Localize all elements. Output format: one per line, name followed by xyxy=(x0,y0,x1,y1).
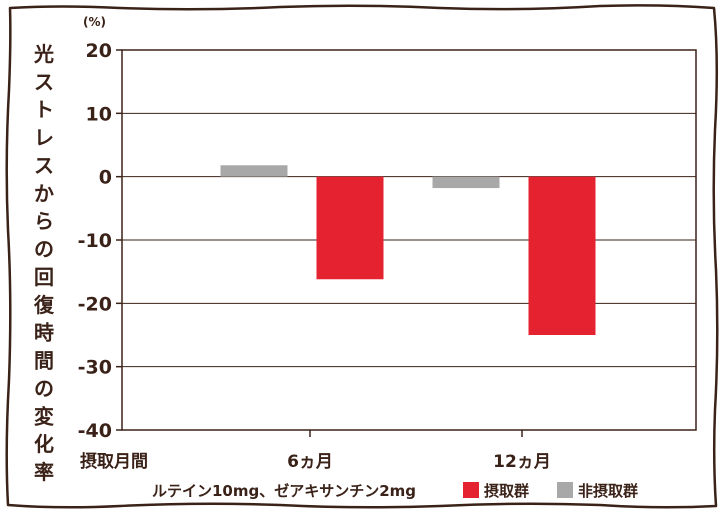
y-axis-label-char: 率 xyxy=(34,460,54,484)
y-axis-label-char: 復 xyxy=(33,293,55,317)
y-tick-label: 0 xyxy=(99,167,112,189)
legend-swatch xyxy=(463,482,479,498)
bar xyxy=(220,165,288,177)
y-axis-label-char: 変 xyxy=(34,404,54,428)
y-tick-label: -40 xyxy=(78,420,112,442)
y-tick-label: 10 xyxy=(86,103,112,125)
y-axis-label-char: 間 xyxy=(34,349,54,373)
y-tick-label: -20 xyxy=(78,293,112,315)
y-tick-label: -10 xyxy=(78,230,112,252)
y-tick-label: 20 xyxy=(86,40,112,62)
y-axis-label-char: 光 xyxy=(33,42,54,66)
y-axis-label-char: ら xyxy=(34,209,54,233)
y-axis-label-char: 化 xyxy=(34,432,54,456)
y-axis-label-char: ト xyxy=(34,98,54,122)
x-category-labels: 摂取月間 6ヵ月 12ヵ月 xyxy=(80,451,551,472)
bar xyxy=(528,176,596,335)
y-axis-label-char: ス xyxy=(34,153,54,177)
x-category-label: 12ヵ月 xyxy=(493,452,551,472)
axes xyxy=(121,49,697,437)
x-category-label: 6ヵ月 xyxy=(287,452,333,472)
y-tick-labels: 20 10 0 -10 -20 -30 -40 xyxy=(78,40,112,442)
y-axis-label-char: 回 xyxy=(34,265,54,289)
legend-label: 非摂取群 xyxy=(578,482,638,500)
y-tick-label: -30 xyxy=(78,357,112,379)
bars xyxy=(220,165,596,335)
y-unit-label: (%) xyxy=(83,15,106,29)
y-axis-label-char: 時 xyxy=(34,321,54,345)
grid-lines xyxy=(116,49,696,431)
bar xyxy=(316,176,384,280)
y-axis-label-char: レ xyxy=(34,126,54,150)
y-axis-label-char: の xyxy=(34,376,54,400)
bar xyxy=(432,176,500,189)
outer-frame xyxy=(5,4,719,509)
y-axis-label-char: か xyxy=(34,181,54,205)
y-axis-label-char: ス xyxy=(34,70,54,94)
y-axis-label-char: の xyxy=(34,237,54,261)
legend-swatch xyxy=(557,482,573,498)
legend-note: ルテイン10mg、ゼアキサンチン2mg xyxy=(152,482,416,500)
plot-border xyxy=(121,49,697,431)
x-category-label: 摂取月間 xyxy=(80,451,148,472)
legend: ルテイン10mg、ゼアキサンチン2mg 摂取群 非摂取群 xyxy=(152,482,638,500)
legend-label: 摂取群 xyxy=(484,482,529,500)
